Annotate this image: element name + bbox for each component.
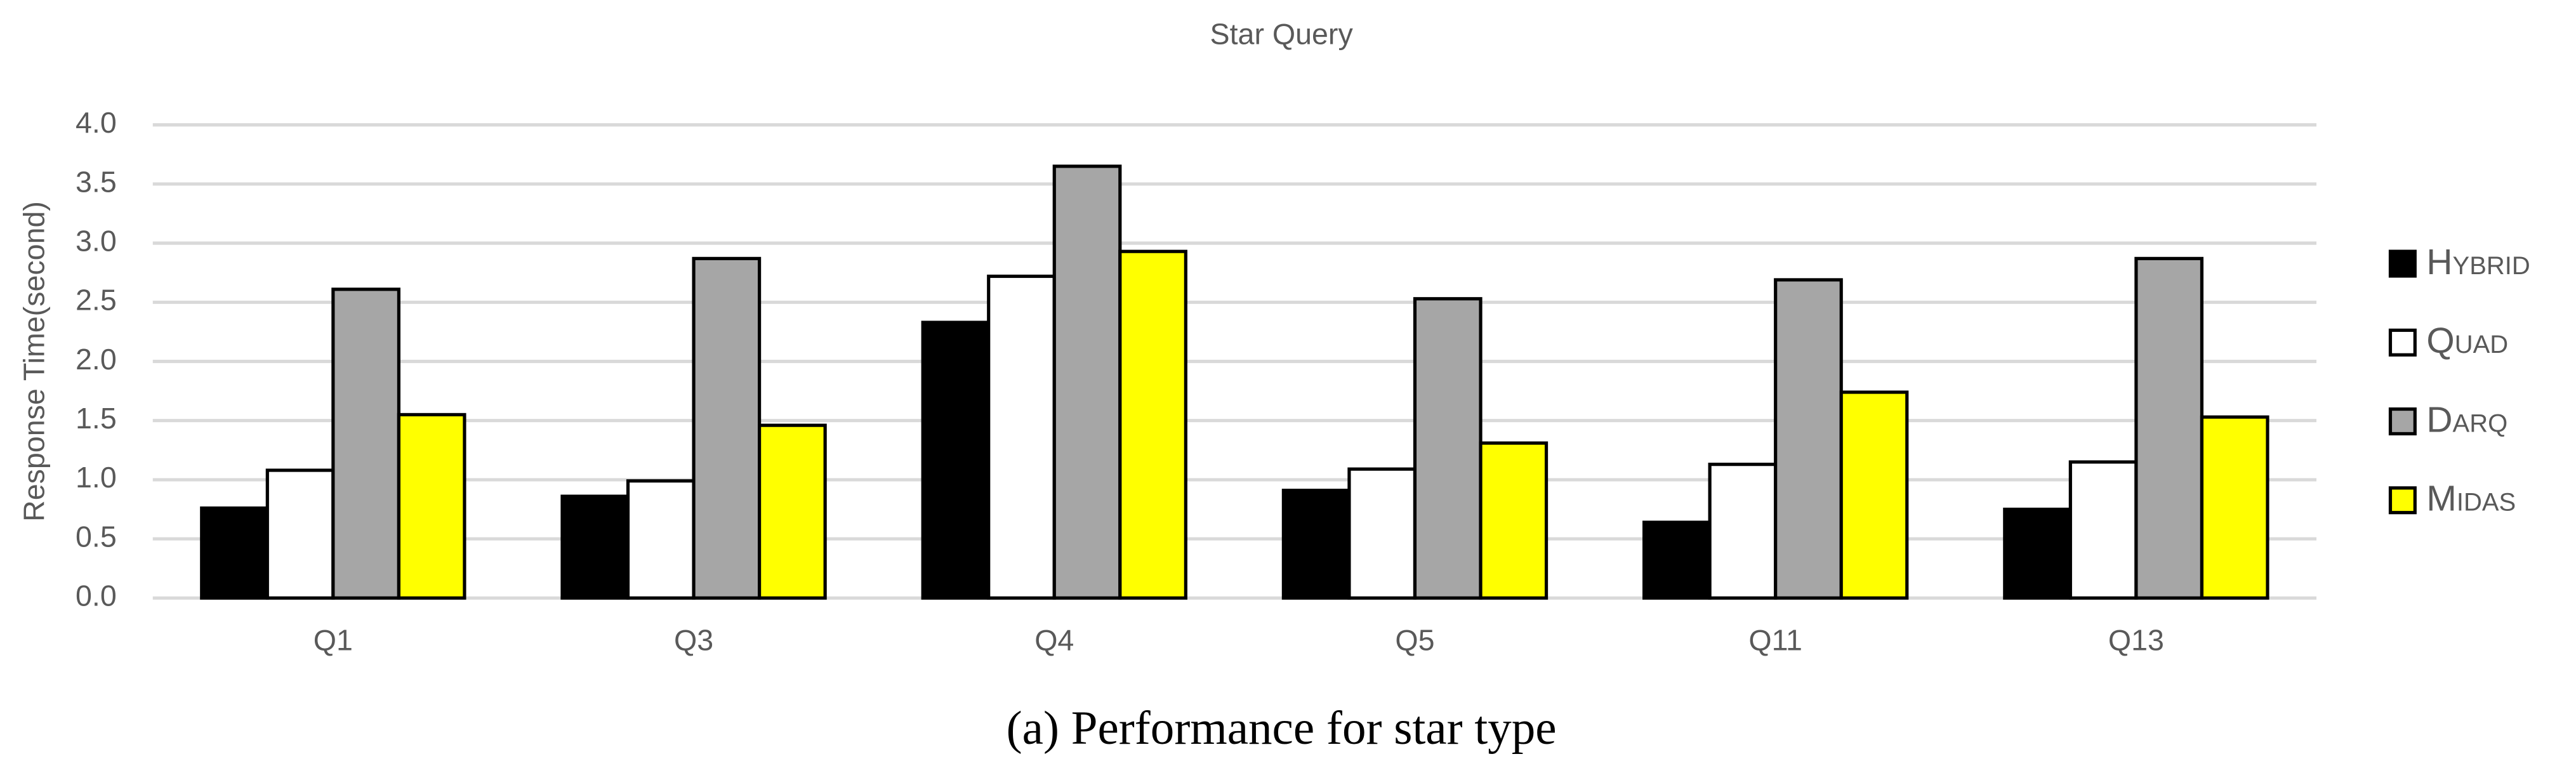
bar xyxy=(200,506,269,600)
bar xyxy=(758,423,827,600)
bar xyxy=(1774,278,1843,600)
y-tick-label: 3.5 xyxy=(76,165,117,198)
y-tick-label: 4.0 xyxy=(76,106,117,139)
bar xyxy=(921,320,991,600)
bar xyxy=(1052,164,1122,600)
chart-title: Star Query xyxy=(1210,17,1354,50)
bar xyxy=(1839,390,1909,600)
legend-label: Midas xyxy=(2426,479,2516,519)
y-tick-label: 2.0 xyxy=(76,343,117,376)
bar xyxy=(2134,256,2204,600)
x-tick-label: Q11 xyxy=(1748,623,1802,656)
legend-label: Hybrid xyxy=(2426,242,2530,282)
y-axis-label: Response Time(second) xyxy=(17,201,50,522)
bar xyxy=(560,494,630,600)
bar xyxy=(1479,441,1549,600)
bar xyxy=(626,479,696,600)
legend-swatch xyxy=(2388,328,2417,357)
bar xyxy=(1413,297,1483,600)
bar xyxy=(2068,460,2138,600)
bar xyxy=(397,413,466,600)
legend-label: Darq xyxy=(2426,399,2507,440)
bar xyxy=(1708,463,1778,600)
bar xyxy=(2003,507,2072,600)
legend-swatch xyxy=(2388,407,2417,436)
legend-swatch xyxy=(2388,249,2417,278)
x-tick-label: Q4 xyxy=(1034,623,1074,656)
y-tick-label: 2.5 xyxy=(76,284,117,317)
x-tick-label: Q1 xyxy=(314,623,353,656)
x-tick-label: Q5 xyxy=(1395,623,1434,656)
bar xyxy=(265,468,335,600)
bar xyxy=(1642,520,1712,600)
bar xyxy=(331,287,400,600)
x-tick-label: Q13 xyxy=(2108,623,2164,656)
bar xyxy=(1281,489,1351,600)
bar xyxy=(1118,249,1187,600)
legend-swatch xyxy=(2388,486,2417,515)
legend-label: Quad xyxy=(2426,320,2508,361)
y-tick-label: 1.5 xyxy=(76,402,117,435)
y-tick-label: 0.0 xyxy=(76,579,117,612)
y-tick-label: 1.0 xyxy=(76,461,117,494)
bar xyxy=(692,256,762,600)
bar xyxy=(2200,415,2269,600)
y-tick-label: 3.0 xyxy=(76,224,117,257)
caption: (a) Performance for star type xyxy=(1007,702,1557,755)
bar xyxy=(1347,467,1417,600)
y-tick-label: 0.5 xyxy=(76,520,117,553)
x-tick-label: Q3 xyxy=(674,623,713,656)
bar xyxy=(987,274,1056,600)
